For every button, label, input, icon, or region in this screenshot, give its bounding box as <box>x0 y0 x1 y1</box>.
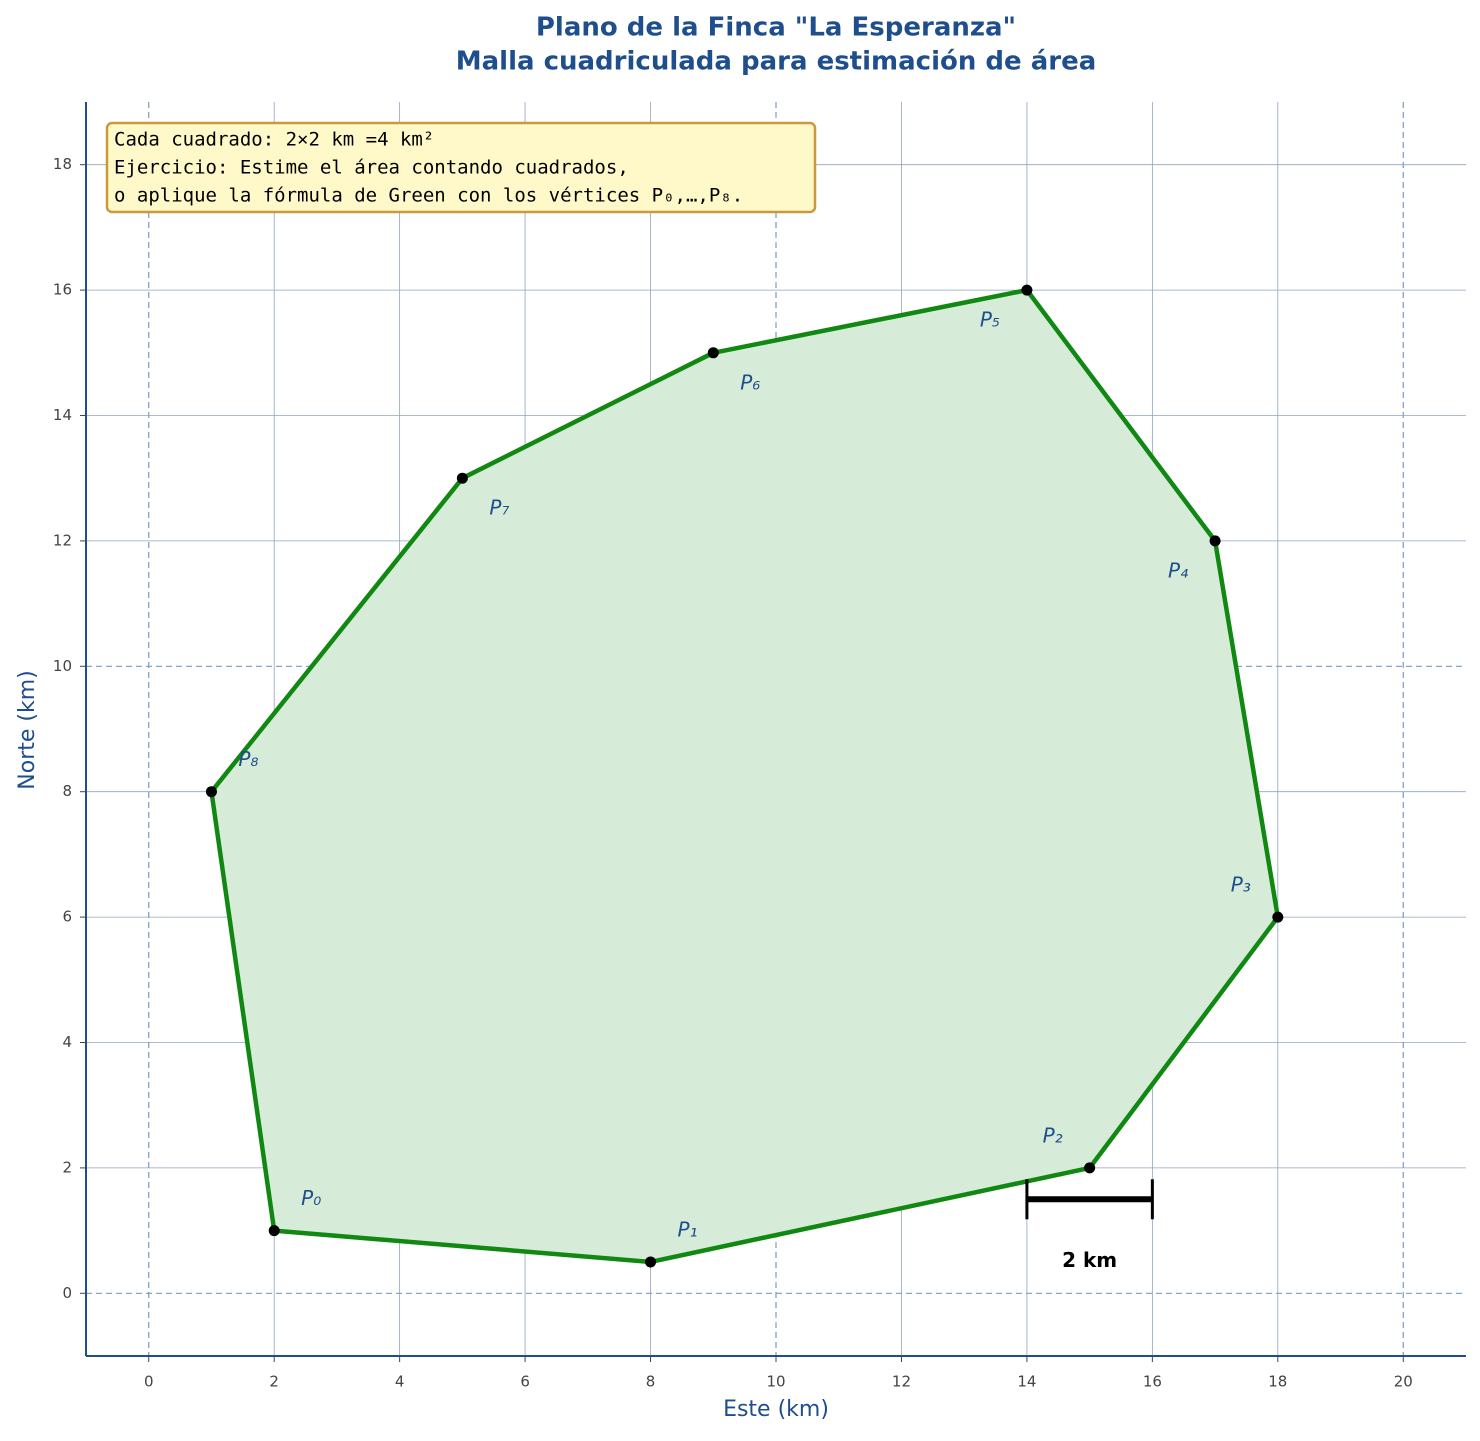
y-tick-label: 18 <box>53 155 72 173</box>
vertex-label: P₆ <box>740 370 760 394</box>
vertex-label: P₀ <box>301 1186 321 1210</box>
annotation-box <box>105 121 817 214</box>
vertex <box>205 786 217 798</box>
x-tick-label: 18 <box>1268 1373 1287 1391</box>
vertex <box>268 1225 280 1237</box>
x-tick-label: 14 <box>1017 1373 1036 1391</box>
vertex-label: P₄ <box>1168 558 1188 582</box>
vertex-label: P₈ <box>238 747 258 771</box>
annotation-text: Cada cuadrado: 2×2 km =4 km² <box>114 129 434 151</box>
vertex-label: P₂ <box>1043 1123 1063 1147</box>
vertex <box>1021 284 1033 296</box>
x-tick-label: 12 <box>892 1373 911 1391</box>
x-tick-label: 0 <box>144 1373 154 1391</box>
x-tick-label: 16 <box>1143 1373 1162 1391</box>
vertex-label: P₇ <box>489 496 509 520</box>
boundary-line <box>209 287 1281 1265</box>
x-tick-label: 2 <box>269 1373 279 1391</box>
area-fill <box>211 290 1278 1262</box>
y-tick-label: 0 <box>62 1284 72 1302</box>
vertex-label: P₅ <box>980 308 1000 332</box>
x-axis-label: Este (km) <box>723 1397 829 1422</box>
annotation-text: Ejercicio: Estime el área contando cuadr… <box>114 157 629 179</box>
scale-bar-label: 2 km <box>1062 1248 1117 1272</box>
chart-subtitle: Malla cuadriculada para estimación de ár… <box>456 47 1097 77</box>
vertex <box>1209 535 1221 547</box>
annotation-text: o aplique la fórmula de Green con los vé… <box>114 185 743 207</box>
x-tick-label: 20 <box>1394 1373 1413 1391</box>
chart-title: Plano de la Finca "La Esperanza" <box>536 13 1016 43</box>
x-tick-label: 10 <box>766 1373 785 1391</box>
vertex <box>1084 1162 1096 1174</box>
y-tick-label: 12 <box>53 531 72 549</box>
y-axis-label: Norte (km) <box>15 670 40 789</box>
y-tick-label: 2 <box>62 1158 72 1176</box>
vertex <box>645 1256 657 1268</box>
x-tick-label: 6 <box>520 1373 530 1391</box>
y-tick-label: 16 <box>53 281 72 299</box>
y-tick-label: 8 <box>62 782 72 800</box>
y-tick-label: 4 <box>62 1033 72 1051</box>
vertex-label: P₁ <box>678 1217 698 1241</box>
vertex <box>456 472 468 484</box>
x-tick-label: 8 <box>646 1373 656 1391</box>
y-tick-label: 14 <box>53 406 72 424</box>
vertex <box>707 347 719 359</box>
vertex <box>1272 911 1284 923</box>
y-tick-label: 6 <box>62 908 72 926</box>
vertex-label: P₃ <box>1231 873 1251 897</box>
y-tick-label: 10 <box>53 657 72 675</box>
x-tick-label: 4 <box>395 1373 405 1391</box>
